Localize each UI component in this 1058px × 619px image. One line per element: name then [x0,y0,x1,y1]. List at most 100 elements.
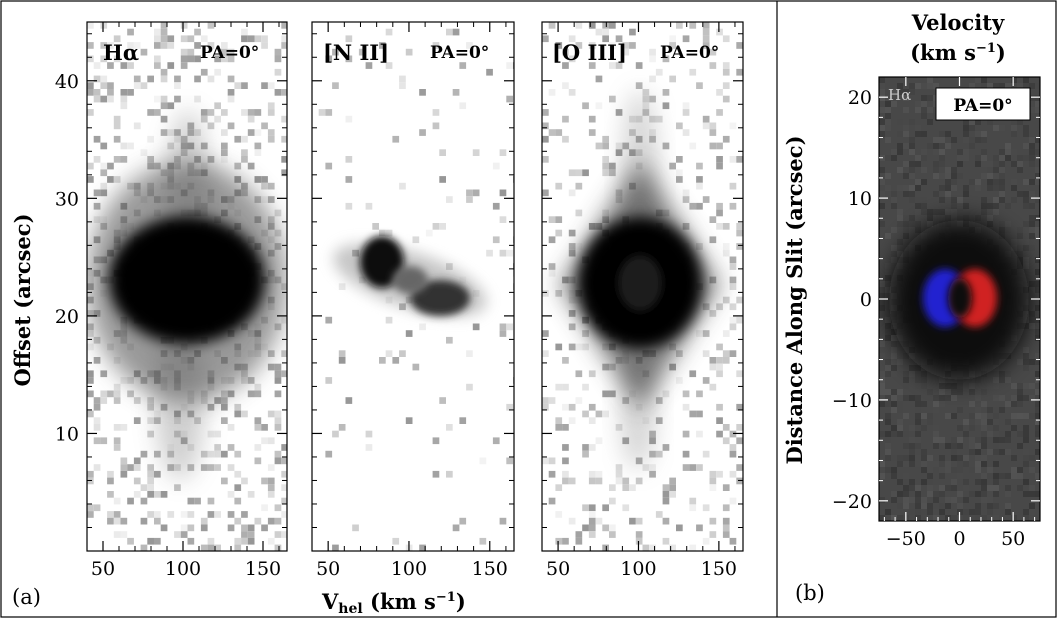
noise-pixel [167,511,175,518]
noise-pixel [120,377,128,384]
noise-pixel [1017,239,1023,245]
noise-pixel [993,377,999,383]
noise-pixel [466,350,473,357]
noise-pixel [568,169,576,177]
noise-pixel [897,395,903,401]
noise-pixel [274,504,282,512]
noise-pixel [927,503,933,509]
noise-pixel [459,417,467,424]
noise-pixel [113,55,121,63]
noise-pixel [975,395,981,401]
noise-pixel [234,450,242,458]
noise-pixel [1023,335,1029,341]
noise-pixel [993,197,999,203]
noise-pixel [987,473,993,479]
noise-pixel [885,287,891,293]
noise-pixel [702,450,710,458]
noise-pixel [247,531,255,538]
noise-pixel [921,149,927,155]
noise-pixel [891,515,897,521]
noise-pixel [127,28,134,36]
noise-pixel [1011,395,1017,401]
noise-pixel [963,455,969,461]
noise-pixel [969,491,975,497]
noise-pixel [999,221,1005,227]
noise-pixel [915,179,921,185]
noise-pixel [629,28,636,36]
noise-pixel [891,353,897,359]
noise-pixel [945,143,951,149]
noise-pixel [999,191,1005,197]
noise-pixel [207,75,215,83]
panel-a-tag: (a) [12,585,41,609]
noise-pixel [466,189,473,197]
noise-pixel [945,119,951,125]
noise-pixel [649,464,656,471]
noise-pixel [1011,179,1017,185]
noise-pixel [897,89,903,95]
noise-pixel [1035,197,1040,203]
noise-pixel [993,449,999,455]
noise-pixel [472,189,480,197]
noise-pixel [562,470,569,478]
noise-pixel [187,511,195,518]
oiii-core-cavity [618,255,662,311]
noise-pixel [274,410,282,418]
noise-pixel [885,263,891,269]
noise-pixel [885,95,891,101]
noise-pixel [722,223,730,230]
noise-pixel [568,243,576,250]
noise-pixel [909,143,915,149]
noise-pixel [879,179,885,185]
noise-pixel [897,209,903,215]
noise-pixel [951,209,957,215]
noise-pixel [154,95,161,103]
noise-pixel [180,35,188,43]
noise-pixel [254,457,262,465]
noise-pixel [1011,185,1017,191]
noise-pixel [969,389,975,395]
noise-pixel [486,68,493,76]
noise-pixel [939,461,945,467]
noise-pixel [903,371,909,377]
noise-pixel [1011,239,1017,245]
noise-pixel [1017,431,1023,437]
noise-pixel [615,35,623,43]
noise-pixel [903,107,909,113]
noise-pixel [140,450,148,458]
oiii-ticks: 50 100 150 [541,22,743,580]
noise-pixel [969,437,975,443]
noise-pixel [969,143,975,149]
noise-pixel [897,485,903,491]
noise-pixel [602,363,609,371]
noise-pixel [689,544,697,551]
noise-pixel [702,115,710,123]
noise-pixel [1017,359,1023,365]
noise-pixel [885,437,891,443]
noise-pixel [945,461,951,467]
noise-pixel [689,370,697,378]
noise-pixel [93,417,101,424]
noise-pixel [345,35,353,43]
noise-pixel [945,485,951,491]
noise-pixel [933,161,939,167]
noise-pixel [885,185,891,191]
noise-pixel [702,377,710,384]
noise-pixel [1017,473,1023,479]
noise-pixel [452,524,460,532]
noise-pixel [915,407,921,413]
noise-pixel [241,377,248,384]
noise-pixel [963,215,969,221]
noise-pixel [147,135,154,143]
noise-pixel [113,444,121,451]
noise-pixel [622,477,630,485]
noise-pixel [951,137,957,143]
noise-pixel [187,497,195,505]
noise-pixel [945,503,951,509]
noise-pixel [1029,311,1035,317]
noise-pixel [338,350,346,357]
noise-pixel [891,329,897,335]
noise-pixel [975,185,981,191]
noise-pixel [180,524,188,532]
noise-pixel [939,455,945,461]
